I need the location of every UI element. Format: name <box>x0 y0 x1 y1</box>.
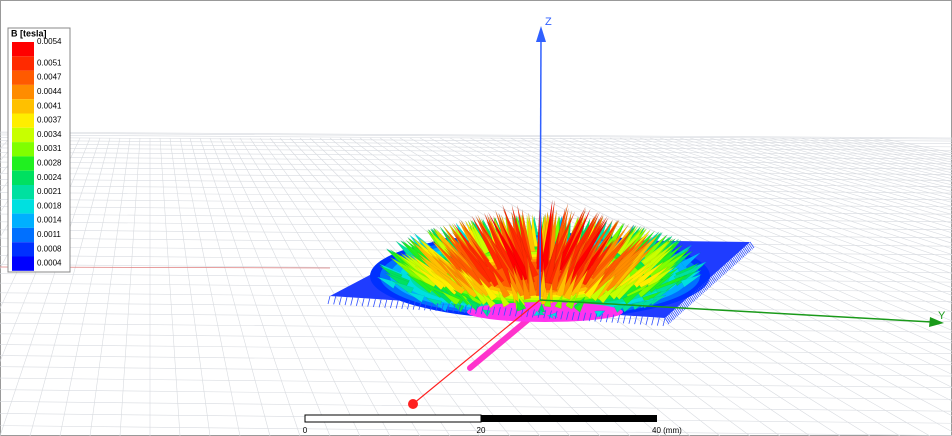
legend-label: 0.0028 <box>37 159 62 168</box>
legend-swatch <box>12 128 34 142</box>
legend-swatch <box>12 42 34 56</box>
legend-swatch <box>12 156 34 170</box>
legend-label: 0.0054 <box>37 37 62 46</box>
legend-label: 0.0018 <box>37 201 62 210</box>
field-plot-view: Z Y B [tesla] 0.00540.00510.00470.00440.… <box>0 0 952 436</box>
scale-label: 0 <box>303 426 308 435</box>
legend-label: 0.0044 <box>37 87 62 96</box>
x-axis-end <box>408 399 418 409</box>
legend-label: 0.0024 <box>37 173 62 182</box>
scale-segment <box>481 415 657 422</box>
legend-label: 0.0041 <box>37 101 62 110</box>
legend-swatch <box>12 56 34 70</box>
legend-swatch <box>12 242 34 256</box>
legend-swatch <box>12 85 34 99</box>
legend-swatch <box>12 228 34 242</box>
legend: B [tesla] 0.00540.00510.00470.00440.0041… <box>8 28 70 272</box>
legend-label: 0.0014 <box>37 216 62 225</box>
legend-swatch <box>12 257 34 271</box>
legend-label: 0.0011 <box>37 230 61 239</box>
legend-label: 0.0047 <box>37 73 62 82</box>
y-axis-label: Y <box>938 310 946 322</box>
legend-swatch <box>12 71 34 85</box>
legend-label: 0.0037 <box>37 116 62 125</box>
legend-label: 0.0034 <box>37 130 62 139</box>
scale-label: 20 <box>477 426 486 435</box>
legend-swatch <box>12 185 34 199</box>
legend-swatch <box>12 99 34 113</box>
legend-label: 0.0008 <box>37 244 62 253</box>
legend-label: 0.0021 <box>37 187 62 196</box>
legend-swatch <box>12 199 34 213</box>
legend-label: 0.0031 <box>37 144 62 153</box>
legend-swatch <box>12 142 34 156</box>
legend-label: 0.0004 <box>37 259 62 268</box>
legend-label: 0.0051 <box>37 58 62 67</box>
z-axis-label: Z <box>545 16 552 28</box>
legend-swatch <box>12 171 34 185</box>
legend-swatch <box>12 114 34 128</box>
z-axis <box>540 38 541 300</box>
legend-swatch <box>12 214 34 228</box>
scale-segment <box>305 415 481 422</box>
scale-label: 40 (mm) <box>652 426 682 435</box>
